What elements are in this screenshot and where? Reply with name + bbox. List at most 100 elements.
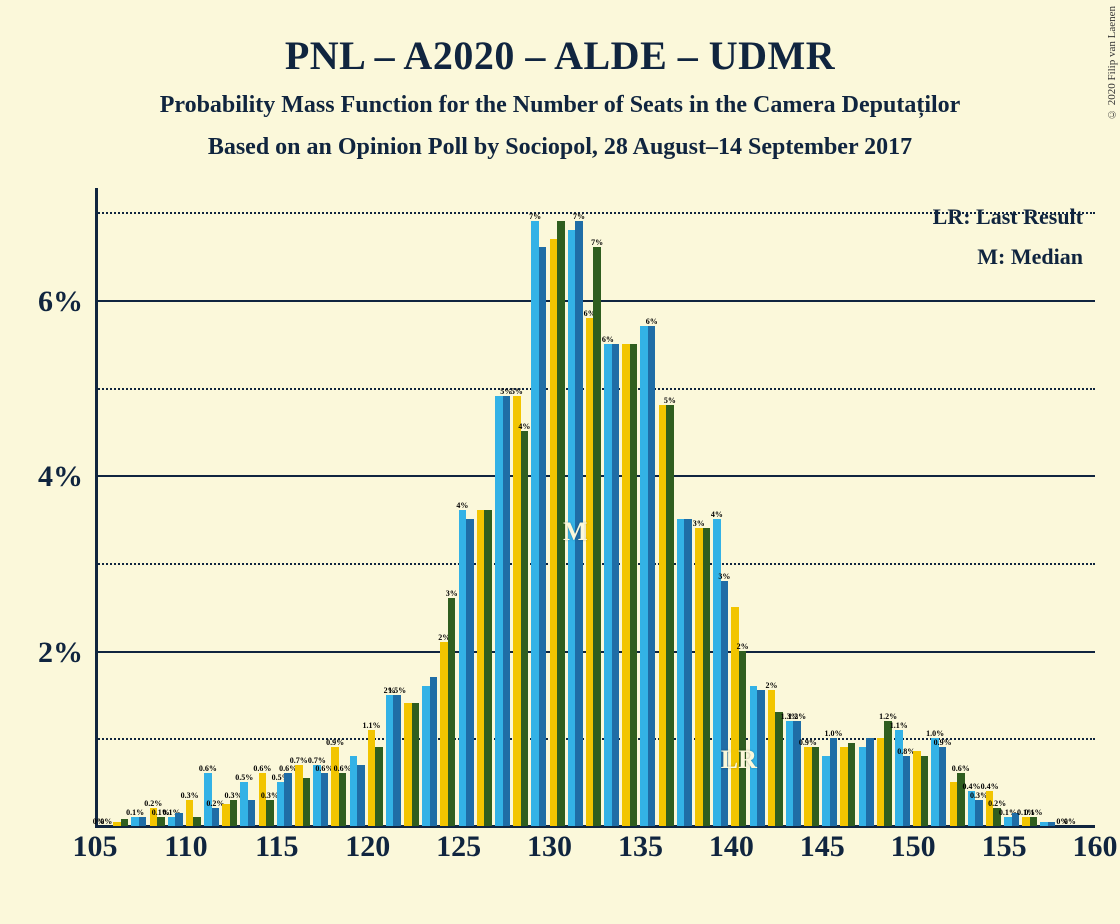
bar [840,747,848,826]
bar [640,326,648,826]
bar-value-label: 1.1% [890,721,908,730]
bar: 3% [695,528,703,826]
bar: 0.1% [1030,817,1038,826]
bar: 0.4% [986,791,994,826]
bar-value-label: 1.2% [788,712,806,721]
x-tick-label: 150 [891,830,936,864]
bar-value-label: 2% [765,681,777,690]
bar-value-label: 0.6% [253,764,271,773]
bar: 0.9% [939,747,947,826]
bar-value-label: 1.0% [825,729,843,738]
x-tick-label: 120 [345,830,390,864]
bar: 6% [604,344,612,826]
bar: 7% [531,221,539,826]
y-tick-label: 2% [13,636,83,670]
bar-value-label: 0.6% [952,764,970,773]
bar [539,247,547,826]
bar [422,686,430,826]
bar: 7% [593,247,601,826]
bar: 0.3% [975,800,983,826]
bar-value-label: 5% [511,387,523,396]
bar [877,738,885,826]
x-tick-label: 130 [527,830,572,864]
bar [848,743,856,826]
bar-value-label: 3% [718,572,730,581]
bar-value-label: 0% [100,817,112,826]
bar-value-label: 0.1% [126,808,144,817]
bar: 1.1% [895,730,903,826]
bar-value-label: 2% [737,642,749,651]
bar [193,817,201,826]
gridline-minor [95,212,1095,214]
bar: 0.1% [168,817,176,826]
bar [731,607,739,826]
bar-value-label: 0.2% [144,799,162,808]
bar: 3% [721,581,729,826]
bar: 4% [521,431,529,826]
x-tick-label: 115 [255,830,298,864]
chart-subtitle-2: Based on an Opinion Poll by Sociopol, 28… [0,134,1120,161]
bar-value-label: 7% [573,212,585,221]
x-tick-label: 145 [800,830,845,864]
bar [659,405,667,826]
bar: 3% [448,598,456,826]
bar: 0.9% [804,747,812,826]
bar [139,817,147,826]
bar: 0.1% [131,817,139,826]
x-tick-label: 160 [1073,830,1118,864]
bar [750,686,758,826]
plot-area: LR: Last Result M: Median 2%4%6%10511011… [95,188,1095,858]
bar [175,813,183,826]
bar-value-label: 1.1% [362,721,380,730]
bar: 0.6% [321,773,329,826]
chart-title: PNL – A2020 – ALDE – UDMR [0,32,1120,79]
bar-value-label: 0.9% [934,738,952,747]
bar-value-label: 5% [664,396,676,405]
bar [630,344,638,826]
bar: 0.3% [230,800,238,826]
bar: 0.5% [277,782,285,826]
bar [375,747,383,826]
bar-value-label: 7% [529,212,541,221]
bar: 4% [713,519,721,826]
bar-value-label: 6% [646,317,658,326]
bar [113,822,121,826]
bar: 0.3% [266,800,274,826]
bar-value-label: 1.2% [879,712,897,721]
bar: 6% [648,326,656,826]
bar [866,738,874,826]
bar: 0.6% [284,773,292,826]
bar: 1.0% [931,738,939,826]
bar-value-label: 0.4% [981,782,999,791]
bar [466,519,474,826]
bar [222,804,230,826]
bar [677,519,685,826]
bar-value-label: 0.1% [1025,808,1043,817]
bar-value-label: 6% [602,335,614,344]
bar [859,747,867,826]
bar: 1.1% [368,730,376,826]
bar-value-label: 0.3% [181,791,199,800]
x-tick-label: 140 [709,830,754,864]
legend-last-result: LR: Last Result [933,204,1083,230]
y-axis [95,188,98,828]
bar: 0.2% [212,808,220,826]
bar: 2% [768,690,776,826]
bar [350,756,358,826]
bar-value-label: 4% [711,510,723,519]
bar: 0.6% [339,773,347,826]
bar [568,230,576,826]
bar: 0.6% [259,773,267,826]
bar [612,344,620,826]
bar-value-label: 1.5% [388,686,406,695]
bar-value-label: 7% [591,238,603,247]
bar-value-label: 0.9% [799,738,817,747]
x-tick-label: 110 [164,830,207,864]
bar [303,778,311,826]
bar [557,221,565,826]
bar [812,747,820,826]
y-tick-label: 4% [13,460,83,494]
bar: 2% [739,651,747,826]
bar-value-label: 0.6% [199,764,217,773]
bar [121,819,129,826]
